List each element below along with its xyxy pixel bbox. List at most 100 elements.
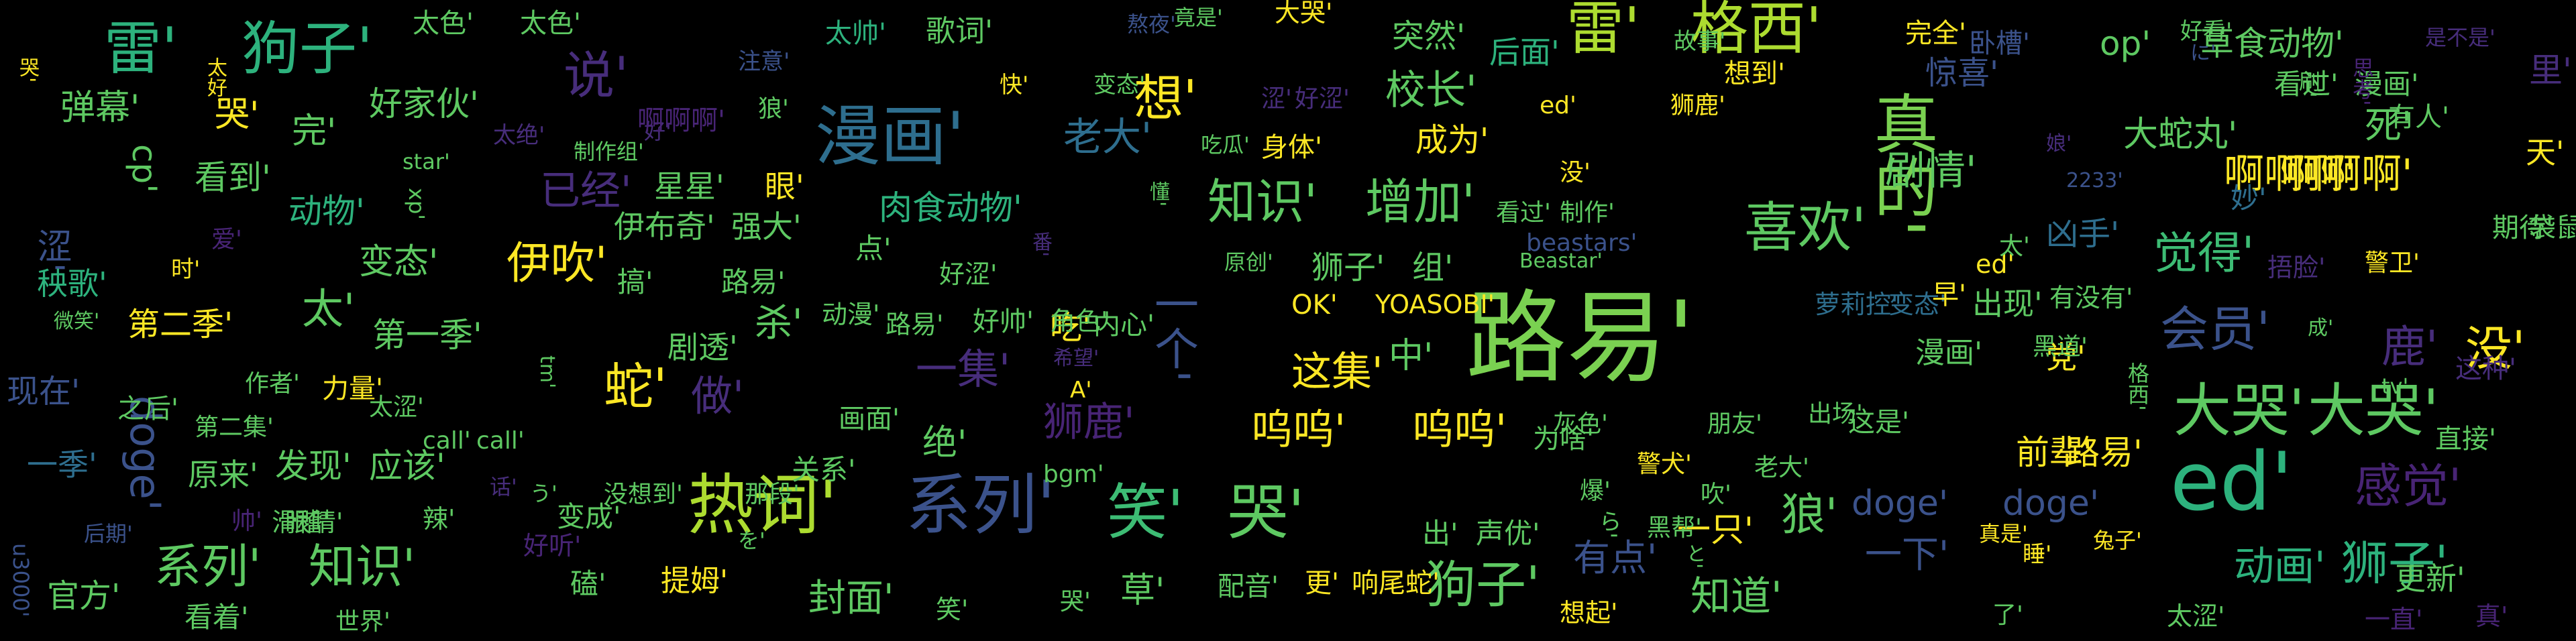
cloud-word: 后面' <box>1489 34 1560 70</box>
cloud-word: 星星' <box>654 168 724 205</box>
cloud-word: 警卫' <box>2365 249 2420 277</box>
cloud-word: 力量' <box>322 373 383 404</box>
cloud-word: 时' <box>171 256 201 283</box>
cloud-word: 太色' <box>413 8 474 39</box>
cloud-word: OK' <box>1291 290 1338 320</box>
cloud-word: 出场' <box>1808 400 1863 428</box>
cloud-word: YOASOBI' <box>1375 290 1495 319</box>
cloud-word: 啊啊啊' <box>2281 151 2413 198</box>
cloud-word: 响尾蛇' <box>1352 568 1440 599</box>
cloud-word: 搞' <box>617 266 653 298</box>
cloud-word: 原创' <box>1224 249 1273 275</box>
cloud-word: 路易' <box>885 310 944 339</box>
cloud-word: 想起' <box>1560 598 1618 628</box>
cloud-word: call' <box>423 427 471 455</box>
cloud-word: cp' <box>125 144 164 193</box>
cloud-word: 校长' <box>1385 67 1477 114</box>
cloud-word: 希望' <box>1053 347 1099 370</box>
cloud-word: 想到' <box>1724 58 1785 89</box>
cloud-word: 绝' <box>922 423 967 463</box>
cloud-word: 太涩' <box>2167 601 2225 631</box>
cloud-word: 变态' <box>1093 72 1146 99</box>
cloud-word: 死' <box>2365 104 2412 147</box>
cloud-word: 袋鼠' <box>2529 213 2576 243</box>
cloud-word: 看着' <box>184 601 249 634</box>
cloud-word: 官方' <box>47 577 121 615</box>
cloud-word: 熬夜' <box>1127 11 1176 37</box>
cloud-word: call' <box>476 427 525 455</box>
cloud-word: 出' <box>1422 517 1458 550</box>
cloud-word: 增加' <box>1365 174 1475 230</box>
cloud-word: 好涩' <box>939 259 998 289</box>
cloud-word: 警犬' <box>1637 451 1692 478</box>
cloud-word: 看到' <box>195 158 271 197</box>
cloud-word: 卧槽' <box>1969 28 2030 59</box>
cloud-word: 里' <box>2529 51 2572 90</box>
cloud-word: 伊吹' <box>506 237 608 289</box>
cloud-word: 妙' <box>2231 182 2267 215</box>
cloud-word: 刷' <box>2296 70 2321 98</box>
cloud-word: 第二集' <box>195 414 274 441</box>
cloud-word: 这种' <box>2455 353 2516 384</box>
cloud-word: 太' <box>302 284 356 333</box>
cloud-word: 狗子' <box>1426 555 1540 614</box>
cloud-word: 想' <box>1134 70 1197 127</box>
cloud-word: 肉食动物' <box>879 188 1022 227</box>
cloud-word: 出现' <box>1972 286 2043 322</box>
cloud-word: 啊啊啊' <box>2224 151 2356 198</box>
cloud-word: 呜呜' <box>1251 405 1346 454</box>
cloud-word: に' <box>2190 42 2216 65</box>
cloud-word: 呜呜' <box>1412 405 1507 454</box>
cloud-word: 发现' <box>275 447 352 485</box>
cloud-word: 动物' <box>288 192 365 231</box>
cloud-word: 真的' <box>1863 91 1938 237</box>
cloud-word: 兔子' <box>2093 528 2142 553</box>
cloud-word: 变态' <box>1888 290 1947 319</box>
cloud-word: 制作组' <box>574 139 644 164</box>
cloud-word: 狼' <box>758 95 789 123</box>
cloud-word: 现在' <box>7 373 80 410</box>
cloud-word: 哭' <box>215 95 260 135</box>
cloud-word: 剧情' <box>1885 148 1977 194</box>
cloud-word: 笑' <box>1107 477 1184 548</box>
cloud-word: 原来' <box>188 457 258 493</box>
cloud-word: 狼' <box>1781 489 1838 540</box>
cloud-word: 哭' <box>15 57 39 83</box>
cloud-word: 作者' <box>245 370 300 398</box>
cloud-word: 磕' <box>570 567 606 600</box>
cloud-word: 剧透' <box>667 329 738 365</box>
cloud-word: 捂脸' <box>2267 253 2326 282</box>
cloud-word: 伊布奇' <box>614 209 715 245</box>
cloud-word: 关系' <box>792 453 856 486</box>
cloud-word: ed' <box>1540 92 1576 119</box>
cloud-word: 太绝' <box>493 122 545 149</box>
cloud-word: 没想到' <box>604 481 683 508</box>
cloud-word: 喜欢' <box>1744 196 1866 259</box>
cloud-word: 爱' <box>211 226 242 253</box>
cloud-word: 早' <box>1932 280 1966 310</box>
cloud-word: 一个' <box>1147 282 1199 383</box>
cloud-word: 动画' <box>2234 543 2326 590</box>
cloud-word: 提姆' <box>661 564 729 598</box>
cloud-word: tv' <box>2381 373 2409 399</box>
cloud-word: 太帅' <box>825 18 886 49</box>
cloud-word: 蛇' <box>604 358 667 416</box>
cloud-word: 天' <box>2526 135 2565 170</box>
cloud-word: 组' <box>1412 249 1454 286</box>
cloud-word: 太' <box>1999 233 2030 260</box>
cloud-word: 变成' <box>557 500 621 533</box>
cloud-word: 之后' <box>117 394 178 424</box>
cloud-word: 更新' <box>2395 561 2465 597</box>
cloud-word: 眼睛' <box>285 508 343 537</box>
cloud-word: ed' <box>2170 436 2293 529</box>
cloud-word: 朋友' <box>1707 410 1762 438</box>
cloud-word: 点' <box>855 232 892 265</box>
cloud-word: 第一季' <box>372 316 482 355</box>
cloud-word: 注意' <box>738 48 790 75</box>
cloud-word: 是不是' <box>2425 25 2496 50</box>
cloud-word: 制作' <box>1560 199 1615 227</box>
cloud-word: 睡' <box>2023 541 2052 568</box>
cloud-word: 角色' <box>1050 306 1108 336</box>
cloud-word: 成为' <box>1415 121 1489 159</box>
